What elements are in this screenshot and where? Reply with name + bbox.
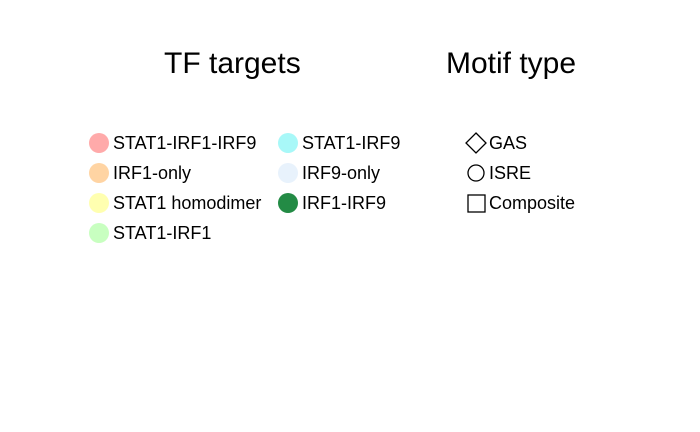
motif-legend-item: Composite	[465, 188, 575, 218]
legend-label: IRF9-only	[302, 163, 381, 183]
diamond-shape-icon	[465, 132, 487, 154]
tf-legend-column-2: STAT1-IRF9 IRF9-only IRF1-IRF9	[278, 128, 400, 218]
tf-legend-item: STAT1-IRF1	[89, 218, 261, 248]
legend-label: GAS	[489, 133, 528, 153]
tf-legend-item: IRF1-IRF9	[278, 188, 400, 218]
tf-legend-column-1: STAT1-IRF1-IRF9 IRF1-only STAT1 homodime…	[89, 128, 261, 248]
legend-label: STAT1 homodimer	[113, 193, 262, 213]
color-swatch	[278, 163, 298, 183]
tf-legend-title: TF targets	[164, 47, 301, 80]
tf-legend-item: STAT1 homodimer	[89, 188, 261, 218]
tf-legend-item: IRF9-only	[278, 158, 400, 188]
square-shape-icon	[467, 194, 486, 213]
color-swatch	[278, 133, 298, 153]
legend-label: IRF1-IRF9	[302, 193, 387, 213]
tf-legend-item: IRF1-only	[89, 158, 261, 188]
legend-label: STAT1-IRF1	[113, 223, 212, 243]
color-swatch	[89, 163, 109, 183]
color-swatch	[89, 133, 109, 153]
tf-legend-item: STAT1-IRF9	[278, 128, 400, 158]
circle-shape-icon	[467, 164, 485, 182]
motif-legend-column: GAS ISRE Composite	[465, 128, 575, 218]
legend-label: STAT1-IRF9	[302, 133, 401, 153]
motif-legend-item: ISRE	[465, 158, 575, 188]
color-swatch	[89, 223, 109, 243]
motif-legend-title: Motif type	[446, 47, 577, 80]
color-swatch	[89, 193, 109, 213]
color-swatch	[278, 193, 298, 213]
legend-label: IRF1-only	[113, 163, 192, 183]
legend-label: ISRE	[489, 163, 532, 183]
motif-legend-item: GAS	[465, 128, 575, 158]
tf-legend-item: STAT1-IRF1-IRF9	[89, 128, 261, 158]
legend-label: STAT1-IRF1-IRF9	[113, 133, 257, 153]
legend-label: Composite	[489, 193, 576, 213]
